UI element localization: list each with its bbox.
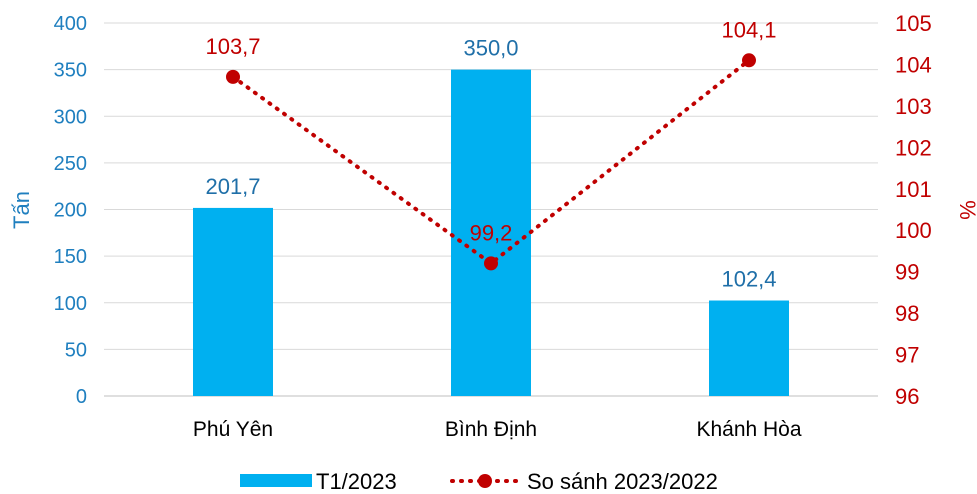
bar-value-label: 201,7 [205, 174, 260, 199]
right-tick-label: 96 [895, 384, 919, 409]
left-tick-label: 0 [76, 386, 87, 408]
right-tick-label: 98 [895, 301, 919, 326]
right-tick-label: 102 [895, 135, 932, 160]
right-tick-label: 104 [895, 52, 932, 77]
line-value-label: 104,1 [721, 17, 776, 42]
legend-bar-label: T1/2023 [316, 469, 397, 494]
legend-bar-swatch [240, 474, 312, 487]
left-tick-label: 150 [54, 246, 87, 268]
right-axis-title: % [955, 200, 977, 220]
category-label: Phú Yên [193, 418, 273, 441]
right-tick-label: 100 [895, 218, 932, 243]
bar [193, 207, 273, 396]
bar [451, 69, 531, 396]
right-tick-label: 101 [895, 177, 932, 202]
left-tick-label: 300 [54, 106, 87, 128]
right-tick-label: 97 [895, 343, 919, 368]
left-tick-label: 200 [54, 200, 87, 222]
line-marker [742, 53, 756, 68]
right-tick-label: 99 [895, 260, 919, 285]
right-axis-ticks: 96 97 98 99 100 101 102 103 104 105 [895, 11, 932, 409]
left-tick-label: 350 [54, 60, 87, 82]
bar [709, 300, 789, 396]
legend: T1/2023 So sánh 2023/2022 [240, 469, 718, 494]
left-tick-label: 400 [54, 13, 87, 35]
right-tick-label: 103 [895, 94, 932, 119]
left-axis-ticks: 0 50 100 150 200 250 300 350 400 [54, 13, 87, 408]
category-labels: Phú Yên Bình Định Khánh Hòa [193, 418, 802, 441]
category-label: Bình Định [445, 418, 537, 441]
legend-line-marker [478, 474, 492, 488]
left-axis-title: Tấn [9, 191, 34, 229]
line-marker [226, 69, 240, 84]
legend-line-label: So sánh 2023/2022 [527, 469, 718, 494]
bar-value-label: 102,4 [721, 267, 776, 292]
right-tick-label: 105 [895, 11, 932, 36]
line-value-label: 103,7 [205, 34, 260, 59]
category-label: Khánh Hòa [696, 418, 801, 441]
left-tick-label: 50 [65, 339, 87, 361]
left-tick-label: 100 [54, 293, 87, 315]
line-marker [484, 256, 498, 271]
left-tick-label: 250 [54, 153, 87, 175]
line-series [226, 53, 756, 271]
series-line [231, 58, 751, 266]
bar-value-label: 350,0 [463, 36, 518, 61]
bar-series [193, 69, 789, 396]
line-value-label: 99,2 [470, 220, 513, 245]
data-labels: 201,7 350,0 102,4 103,7 99,2 104,1 [205, 17, 776, 291]
